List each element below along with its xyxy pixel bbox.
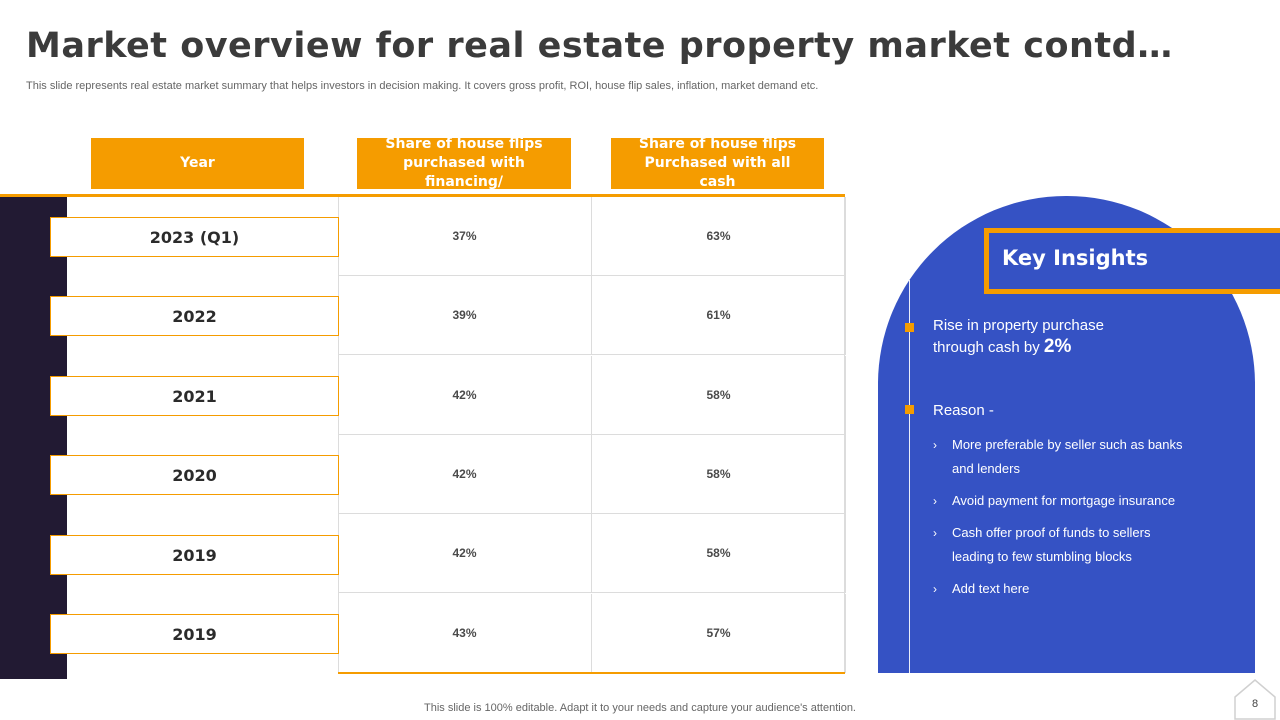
financing-cell-5: 43% <box>338 594 592 673</box>
header-cash-label: Share of house flips Purchased with all … <box>638 136 797 190</box>
chevron-right-icon: › <box>933 526 937 540</box>
footer-note: This slide is 100% editable. Adapt it to… <box>424 702 856 714</box>
financing-cell-0: 37% <box>338 197 592 276</box>
cash-cell-3: 58% <box>592 435 846 514</box>
chevron-right-icon: › <box>933 494 937 508</box>
cash-cell-4: 58% <box>592 514 846 593</box>
financing-cell-3: 42% <box>338 435 592 514</box>
insight-point-line1: Rise in property purchase <box>933 317 1104 334</box>
header-financing-label: Share of house flips purchased with fina… <box>385 136 543 190</box>
reason-item-1: Avoid payment for mortgage insurance <box>952 493 1176 508</box>
insights-title-frame <box>984 228 1280 294</box>
header-cash: Share of house flips Purchased with all … <box>611 136 824 190</box>
left-dark-strip <box>0 197 67 679</box>
reason-item-2: Cash offer proof of funds to sellers lea… <box>952 525 1151 564</box>
bullet-square-icon <box>905 323 914 332</box>
insights-timeline-line <box>909 280 910 673</box>
insights-title: Key Insights <box>1002 246 1149 270</box>
cash-cell-2: 58% <box>592 356 846 435</box>
header-divider <box>0 194 845 197</box>
page-number: 8 <box>1251 698 1259 710</box>
chevron-right-icon: › <box>933 438 937 452</box>
financing-cell-1: 39% <box>338 276 592 355</box>
reason-item-3: Add text here <box>952 581 1030 596</box>
year-label-5: 2019 <box>50 614 339 654</box>
year-label-2: 2021 <box>50 376 339 416</box>
cash-cell-5: 57% <box>592 594 846 673</box>
year-label-0: 2023 (Q1) <box>50 217 339 257</box>
insight-point: Rise in property purchase through cash b… <box>933 315 1104 358</box>
home-outline-icon <box>1234 679 1276 720</box>
reason-label: Reason - <box>933 402 994 419</box>
table-bottom-line <box>338 672 845 674</box>
year-label-3: 2020 <box>50 455 339 495</box>
year-label-4: 2019 <box>50 535 339 575</box>
chevron-right-icon: › <box>933 582 937 596</box>
slide-title: Market overview for real estate property… <box>26 26 1173 66</box>
insight-point-value: 2% <box>1043 336 1072 357</box>
financing-cell-2: 42% <box>338 356 592 435</box>
reason-item-0: More preferable by seller such as banks … <box>952 437 1183 476</box>
slide-subtitle: This slide represents real estate market… <box>26 80 819 92</box>
financing-cell-4: 42% <box>338 514 592 593</box>
bullet-square-icon <box>905 405 914 414</box>
insight-point-line2: through cash by <box>933 339 1040 356</box>
cash-cell-1: 61% <box>592 276 846 355</box>
header-year: Year <box>91 138 304 189</box>
header-financing: Share of house flips purchased with fina… <box>357 136 571 190</box>
year-label-1: 2022 <box>50 296 339 336</box>
cash-cell-0: 63% <box>592 197 846 276</box>
